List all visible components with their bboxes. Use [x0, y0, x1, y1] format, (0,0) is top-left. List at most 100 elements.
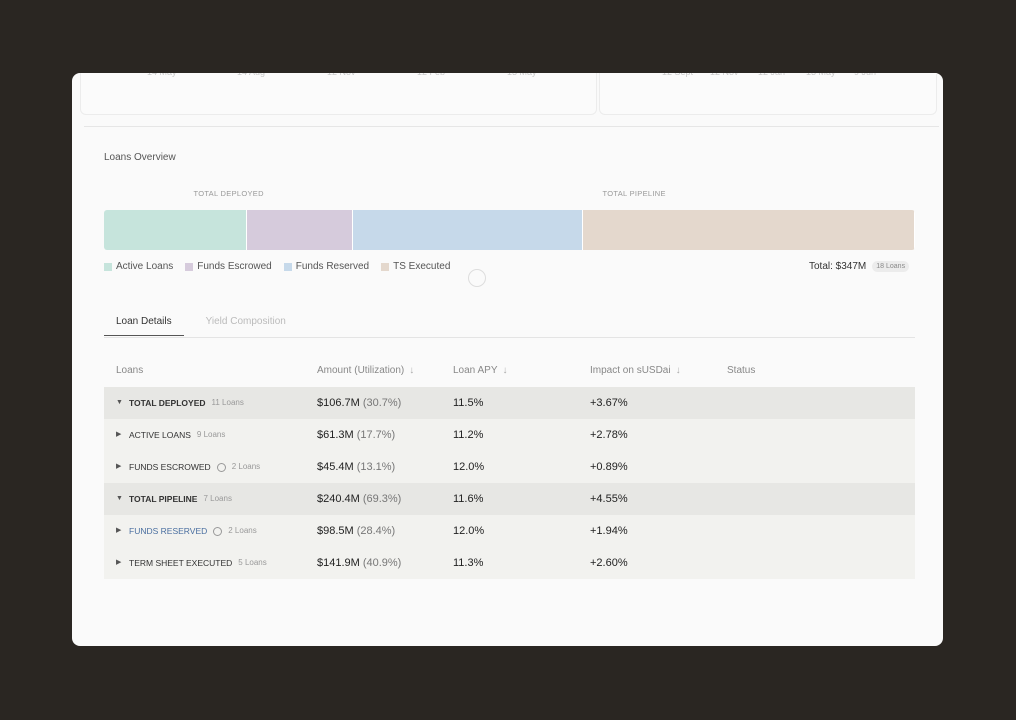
column-header: Loans — [116, 365, 144, 376]
table-row[interactable]: ▶ TERM SHEET EXECUTED 5 Loans $141.9M (40.9%… — [104, 547, 915, 579]
legend: Active Loans Funds Escrowed Funds Reserved… — [104, 261, 450, 272]
column-header[interactable]: Impact on sUSDai ↓ — [590, 365, 681, 376]
caret: ▼ — [116, 495, 123, 502]
legend-swatch — [381, 262, 390, 271]
table-row[interactable]: ▶ FUNDS ESCROWED 2 Loans $45.4M (13.1%) 12.0%… — [104, 451, 915, 483]
amount-value: $240.4M — [317, 493, 360, 505]
row-name: FUNDS RESERVED 2 Loans — [129, 515, 257, 547]
amount-value: $141.9M — [317, 557, 360, 569]
loan-name: TERM SHEET EXECUTED — [129, 558, 233, 568]
info-icon — [216, 462, 226, 472]
column-header: Status — [727, 365, 756, 376]
caret: ▶ — [116, 463, 122, 470]
tab[interactable]: Yield Composition — [205, 316, 286, 327]
x-tick-label: 12 Jan — [758, 73, 785, 77]
column-header[interactable]: Amount (Utilization) ↓ — [317, 365, 415, 376]
table-row[interactable]: ▶ ACTIVE LOANS 9 Loans $61.3M (17.7%) 11.2% +2… — [104, 419, 915, 451]
x-tick-label: 9 Jun — [854, 73, 876, 77]
utilization: (28.4%) — [356, 525, 396, 537]
impact: +4.55% — [590, 493, 628, 505]
loan-count: 2 Loans — [228, 526, 257, 535]
stacked-bar — [104, 210, 915, 250]
legend-swatch — [283, 262, 292, 271]
amount: $61.3M (17.7%) — [317, 419, 395, 451]
table-row[interactable]: ▼ TOTAL PIPELINE 7 Loans $240.4M (69.3%) 11.6… — [104, 483, 915, 515]
amount: $98.5M (28.4%) — [317, 515, 395, 547]
sort-icon: ↓ — [675, 365, 681, 376]
tab[interactable]: Loan Details — [104, 316, 184, 336]
x-tick-label: 14 Aug — [237, 73, 265, 77]
apy: 11.3% — [453, 557, 484, 569]
spinner — [468, 269, 486, 287]
impact: +0.89% — [590, 461, 628, 473]
divider — [104, 337, 915, 338]
chart-panel — [80, 73, 597, 115]
loan-count: 5 Loans — [238, 558, 267, 567]
legend-swatch — [104, 262, 112, 271]
legend-label: TS Executed — [393, 261, 451, 272]
total-text: Total: $347M — [809, 261, 867, 272]
table-row[interactable]: ▶ FUNDS RESERVED 2 Loans $98.5M (28.4%) 12.0%… — [104, 515, 915, 547]
sort-icon: ↓ — [502, 365, 508, 376]
group-label: TOTAL DEPLOYED — [193, 189, 264, 198]
row-name: TOTAL DEPLOYED 11 Loans — [129, 387, 244, 419]
section-title: Loans Overview — [104, 152, 176, 163]
impact: +2.60% — [590, 557, 628, 569]
loan-count: 9 Loans — [196, 430, 226, 439]
row-name: FUNDS ESCROWED 2 Loans — [129, 451, 260, 483]
badge: 18 Loans — [872, 261, 910, 272]
amount: $106.7M (30.7%) — [317, 387, 401, 419]
caret: ▶ — [116, 527, 122, 534]
bar-segment — [104, 210, 248, 250]
caret: ▼ — [116, 399, 123, 406]
divider — [84, 126, 939, 127]
legend-label: Active Loans — [116, 261, 174, 272]
apy: 12.0% — [453, 461, 485, 473]
amount-value: $98.5M — [317, 525, 354, 537]
loan-name: ACTIVE LOANS — [129, 430, 191, 440]
x-tick-label: 12 Nov — [710, 73, 739, 77]
caret: ▶ — [116, 431, 122, 438]
info-icon — [213, 526, 223, 536]
impact: +3.67% — [590, 397, 628, 409]
utilization: (13.1%) — [356, 461, 396, 473]
amount-value: $45.4M — [317, 461, 354, 473]
x-tick-label: 12 Feb — [417, 73, 445, 77]
utilization: (40.9%) — [362, 557, 402, 569]
tabs: Loan Details Yield Composition — [104, 316, 286, 336]
x-tick-label: 12 Sept — [662, 73, 693, 77]
amount-value: $61.3M — [317, 429, 354, 441]
utilization: (17.7%) — [356, 429, 396, 441]
row-name: TOTAL PIPELINE 7 Loans — [129, 483, 232, 515]
table-row[interactable]: ▼ TOTAL DEPLOYED 11 Loans $106.7M (30.7%) 11.… — [104, 387, 915, 419]
total: Total: $347M 18 Loans — [809, 261, 910, 272]
bar-segment — [247, 210, 354, 250]
apy: 11.6% — [453, 493, 484, 505]
legend-swatch — [185, 262, 194, 271]
utilization: (30.7%) — [362, 397, 402, 409]
utilization: (69.3%) — [362, 493, 402, 505]
row-name: ACTIVE LOANS 9 Loans — [129, 419, 225, 451]
card: Loans Overview Active Loans Funds Escrowe… — [72, 73, 943, 646]
x-tick-label: 14 May — [147, 73, 177, 77]
legend-label: Funds Reserved — [295, 261, 370, 272]
impact: +1.94% — [590, 525, 628, 537]
legend-item: Funds Reserved — [283, 261, 370, 272]
x-tick-label: 13 May — [806, 73, 836, 77]
legend-item: Active Loans — [104, 261, 173, 272]
chart-panel — [599, 73, 937, 115]
loan-count: 7 Loans — [203, 494, 232, 503]
legend-item: TS Executed — [381, 261, 450, 272]
loan-name: TOTAL PIPELINE — [129, 494, 198, 504]
apy: 12.0% — [453, 525, 485, 537]
loan-count: 2 Loans — [231, 462, 261, 471]
amount: $240.4M (69.3%) — [317, 483, 401, 515]
bar-segment — [353, 210, 584, 250]
loan-name: FUNDS ESCROWED — [129, 462, 211, 472]
legend-label: Funds Escrowed — [197, 261, 272, 272]
column-header[interactable]: Loan APY ↓ — [453, 365, 508, 376]
amount-value: $106.7M — [317, 397, 360, 409]
amount: $45.4M (13.1%) — [317, 451, 395, 483]
apy: 11.5% — [453, 397, 484, 409]
